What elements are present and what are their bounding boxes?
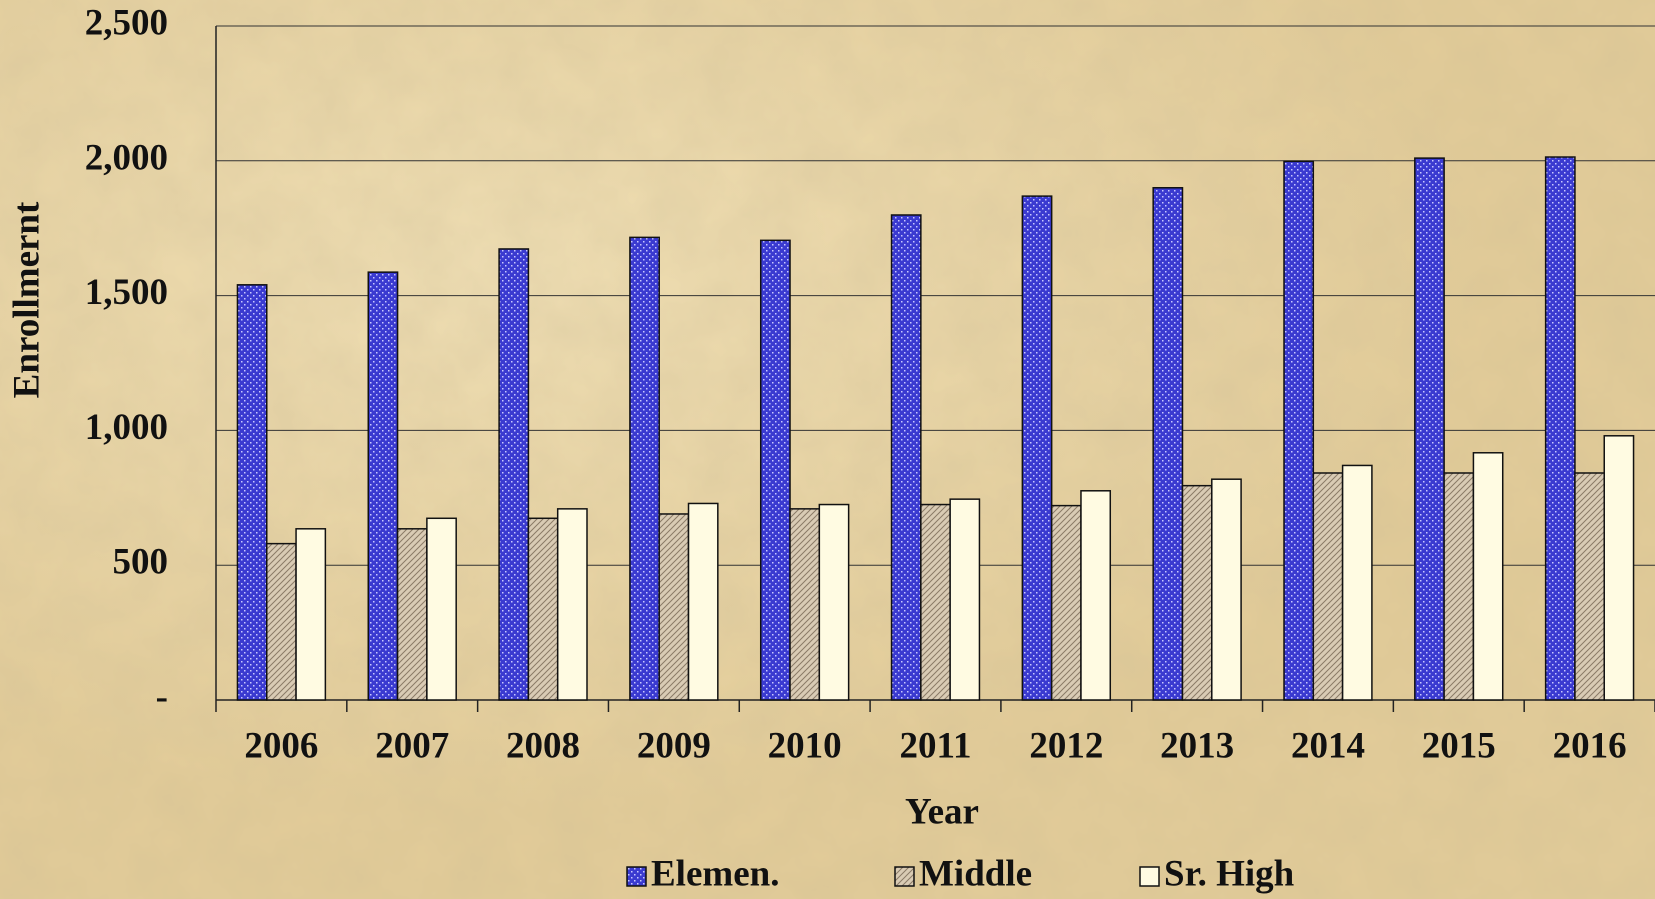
bar [426, 517, 457, 701]
legend-swatch [1139, 866, 1160, 887]
bar [295, 528, 327, 701]
bar [890, 214, 922, 701]
legend-swatch [894, 866, 915, 887]
legend-swatch [626, 866, 647, 887]
bar [629, 236, 660, 701]
bar [1574, 472, 1605, 701]
x-tick-label: 2012 [1029, 725, 1103, 766]
bar [687, 502, 719, 701]
x-tick-label: 2016 [1553, 725, 1627, 766]
x-tick-label: 2006 [244, 725, 318, 766]
legend-label: Elemen. [651, 853, 779, 894]
bar [949, 498, 981, 701]
y-tick-label: 2,000 [85, 137, 168, 178]
bar [1181, 484, 1213, 701]
bar [1414, 157, 1445, 701]
x-tick-label: 2010 [768, 725, 842, 766]
legend-label: Sr. High [1164, 853, 1295, 894]
x-axis-label: Year [905, 791, 979, 832]
bar [658, 513, 690, 701]
bar [1152, 187, 1184, 701]
bar [1603, 435, 1635, 701]
bar [789, 508, 821, 701]
bar [1283, 160, 1315, 701]
x-tick-label: 2011 [900, 725, 972, 766]
y-tick-label: 2,500 [85, 2, 168, 43]
bar [1211, 478, 1242, 701]
y-tick-label: 1,000 [85, 407, 168, 448]
bar [498, 248, 530, 701]
bar [1544, 156, 1576, 701]
y-tick-label: 500 [113, 542, 169, 583]
x-tick-label: 2014 [1291, 725, 1365, 766]
x-tick-label: 2009 [637, 725, 711, 766]
bar [1472, 452, 1504, 701]
bar [759, 239, 791, 701]
bar [920, 503, 951, 701]
y-tick-label: 1,500 [85, 272, 168, 313]
bar [236, 284, 268, 701]
bar [1021, 195, 1053, 701]
bar [1050, 504, 1082, 701]
bar [556, 508, 588, 701]
x-tick-label: 2007 [375, 725, 449, 766]
bar [396, 528, 428, 701]
bar [1080, 490, 1112, 701]
x-tick-label: 2015 [1422, 725, 1496, 766]
bar [1341, 464, 1373, 701]
x-tick-label: 2008 [506, 725, 580, 766]
bar [1312, 472, 1344, 701]
y-tick-label: - [156, 676, 168, 717]
bar [818, 503, 850, 701]
bar [266, 542, 297, 701]
bar [1443, 472, 1475, 701]
bar [527, 517, 559, 701]
x-tick-label: 2013 [1160, 725, 1234, 766]
bar [367, 271, 399, 701]
legend-label: Middle [919, 853, 1032, 894]
y-axis-label: Enrollmernt [6, 201, 47, 398]
